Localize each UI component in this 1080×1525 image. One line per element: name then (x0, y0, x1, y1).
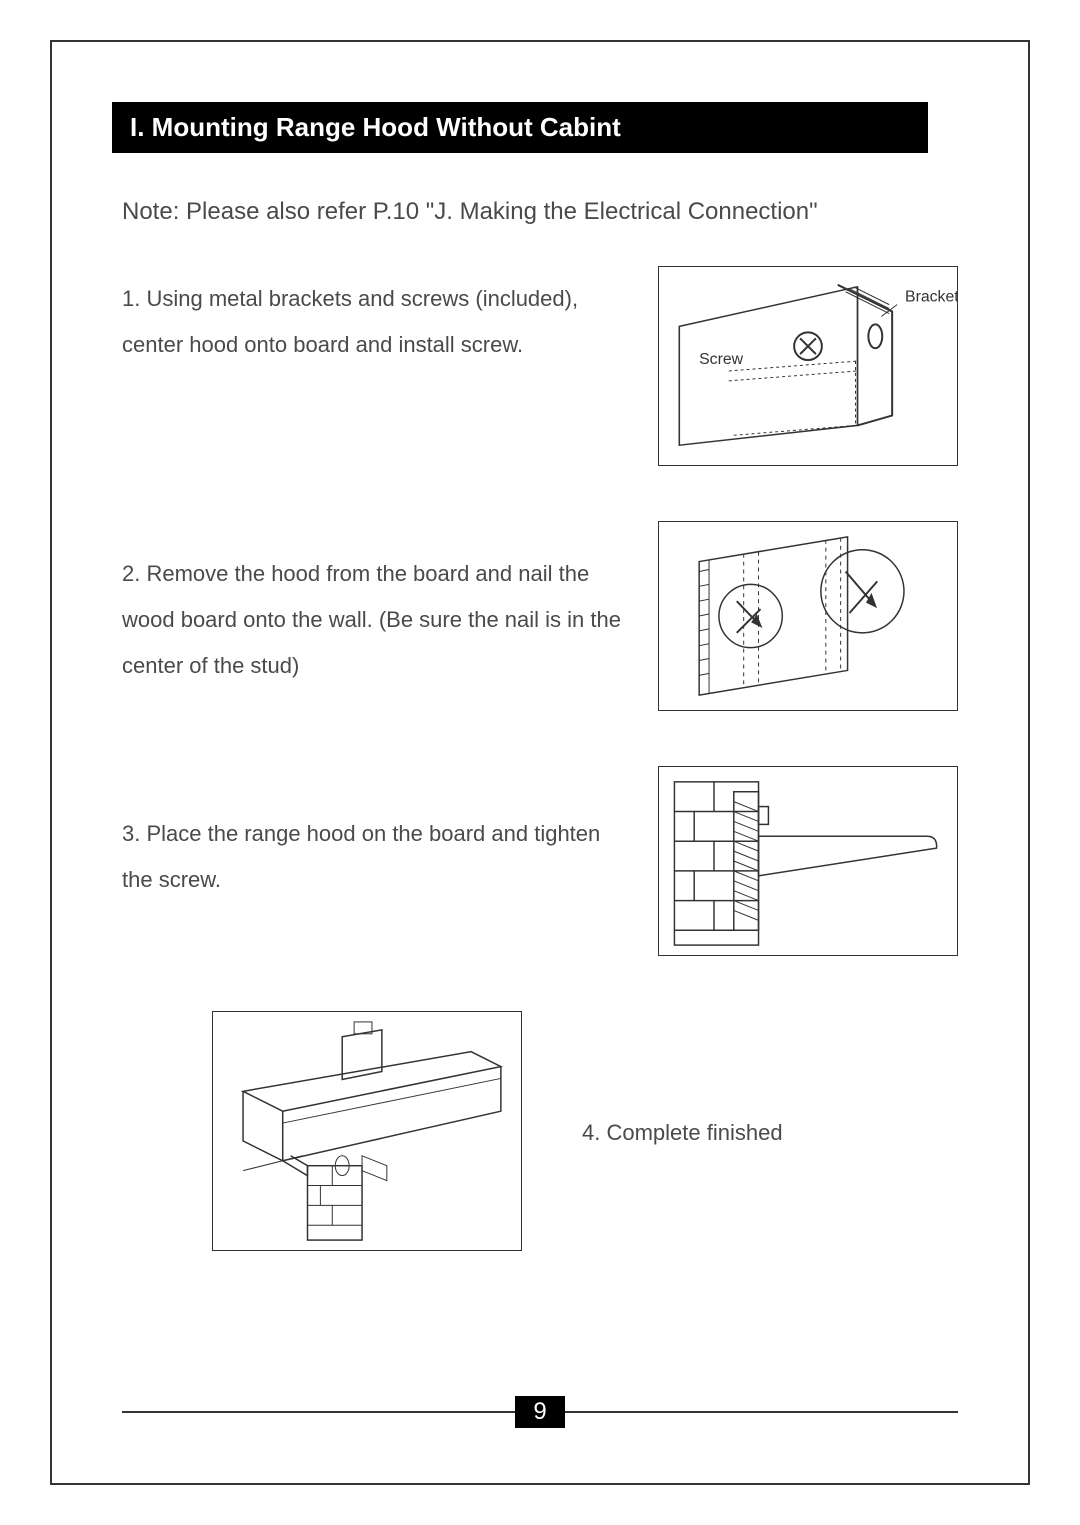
screw-label: Screw (699, 351, 744, 368)
bracket-label: Bracket (905, 289, 958, 306)
step-2-row: 2. Remove the hood from the board and na… (122, 521, 958, 716)
step-4-row: 4. Complete finished (122, 1011, 958, 1256)
diagram-2 (658, 521, 958, 716)
note-text: Note: Please also refer P.10 "J. Making … (122, 198, 958, 226)
page-frame: I. Mounting Range Hood Without Cabint No… (50, 40, 1030, 1485)
page-footer: 9 (122, 1396, 958, 1428)
step-3-text: 3. Place the range hood on the board and… (122, 766, 628, 903)
diagram-1: Bracket Screw (658, 266, 958, 471)
step-2-text: 2. Remove the hood from the board and na… (122, 521, 628, 690)
section-header: I. Mounting Range Hood Without Cabint (112, 102, 928, 153)
diagram-3 (658, 766, 958, 961)
page-number: 9 (515, 1396, 564, 1428)
step-3-row: 3. Place the range hood on the board and… (122, 766, 958, 961)
step-1-row: 1. Using metal brackets and screws (incl… (122, 266, 958, 471)
step-4-text: 4. Complete finished (582, 1110, 958, 1156)
diagram-4 (212, 1011, 522, 1256)
page-content: I. Mounting Range Hood Without Cabint No… (52, 42, 1028, 1256)
step-1-text: 1. Using metal brackets and screws (incl… (122, 266, 628, 368)
